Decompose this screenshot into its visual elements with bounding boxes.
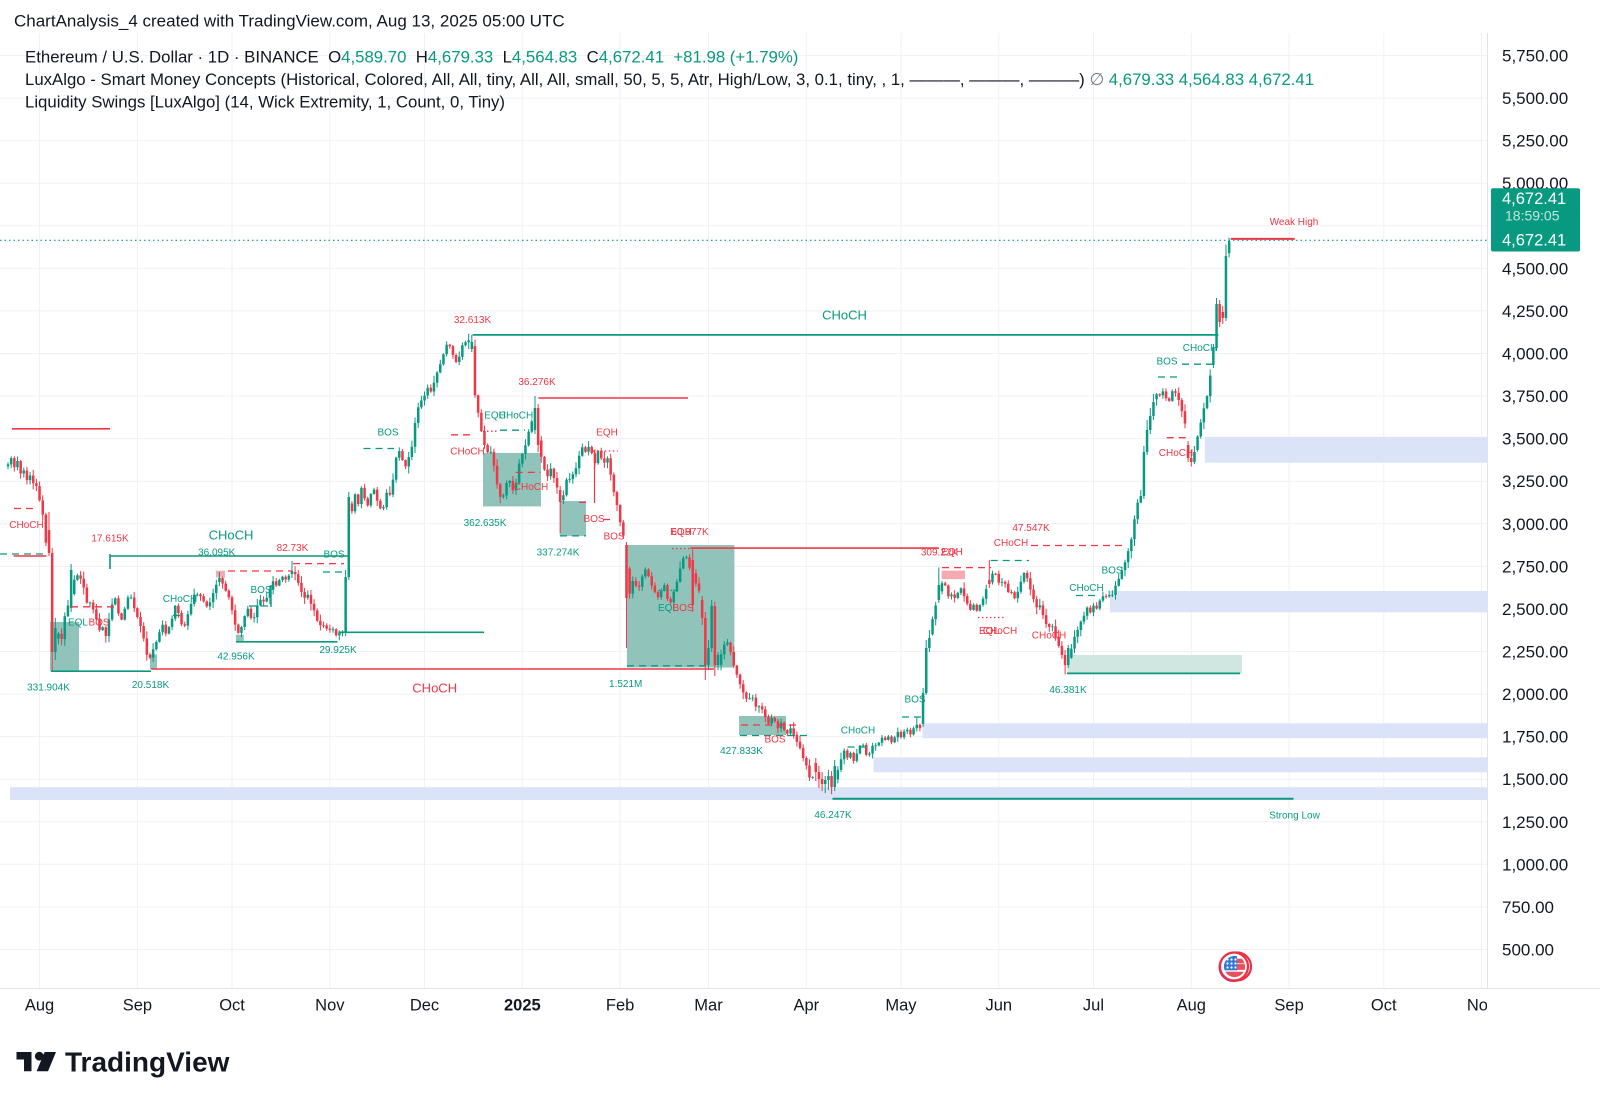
svg-text:4,672.41: 4,672.41 [1502, 231, 1566, 249]
svg-text:309.22K: 309.22K [921, 547, 959, 558]
svg-text:Nov: Nov [1467, 996, 1497, 1014]
svg-text:1,000.00: 1,000.00 [1502, 855, 1568, 874]
svg-text:3,500.00: 3,500.00 [1502, 430, 1568, 449]
svg-text:Strong Low: Strong Low [1269, 810, 1320, 821]
svg-text:427.833K: 427.833K [720, 746, 763, 757]
svg-text:Liquidity Swings [LuxAlgo] (14: Liquidity Swings [LuxAlgo] (14, Wick Ext… [25, 93, 505, 112]
svg-text:42.956K: 42.956K [217, 652, 255, 663]
svg-text:ChartAnalysis_4 created with T: ChartAnalysis_4 created with TradingView… [14, 11, 565, 30]
svg-text:331.904K: 331.904K [27, 682, 70, 693]
svg-text:2,000.00: 2,000.00 [1502, 685, 1568, 704]
svg-text:Dec: Dec [410, 996, 439, 1014]
svg-text:20.518K: 20.518K [132, 680, 170, 691]
svg-text:BOS: BOS [764, 735, 785, 746]
svg-text:BOS: BOS [904, 695, 925, 706]
svg-text:36.095K: 36.095K [198, 547, 236, 558]
svg-text:CHoCH: CHoCH [514, 482, 548, 493]
svg-text:Jul: Jul [1083, 996, 1104, 1014]
svg-text:CHoCH: CHoCH [983, 626, 1017, 637]
svg-text:CHoCH: CHoCH [822, 307, 867, 322]
svg-text:337.274K: 337.274K [537, 547, 580, 558]
svg-text:EQL: EQL [68, 618, 88, 629]
svg-text:BOS: BOS [583, 514, 604, 525]
svg-text:29.925K: 29.925K [319, 645, 357, 656]
svg-text:EQH: EQH [670, 527, 692, 538]
svg-text:CHoCH: CHoCH [450, 447, 484, 458]
svg-text:4,500.00: 4,500.00 [1502, 259, 1568, 278]
svg-text:4,672.41: 4,672.41 [1502, 190, 1566, 208]
svg-text:Sep: Sep [123, 996, 152, 1014]
svg-text:3,750.00: 3,750.00 [1502, 387, 1568, 406]
svg-text:2,500.00: 2,500.00 [1502, 600, 1568, 619]
svg-text:Oct: Oct [1371, 996, 1397, 1014]
svg-text:EQH: EQH [596, 428, 618, 439]
svg-text:362.635K: 362.635K [464, 518, 507, 529]
svg-text:18:59:05: 18:59:05 [1505, 208, 1560, 224]
svg-text:BOS: BOS [1101, 566, 1122, 577]
svg-text:CHoCH: CHoCH [163, 594, 197, 605]
svg-text:Aug: Aug [1177, 996, 1206, 1014]
svg-text:46.381K: 46.381K [1049, 685, 1087, 696]
svg-text:BOS: BOS [250, 585, 271, 596]
svg-text:BOS: BOS [377, 428, 398, 439]
svg-text:36.276K: 36.276K [518, 377, 556, 388]
svg-text:CHoCH: CHoCH [499, 410, 533, 421]
svg-text:Nov: Nov [315, 996, 345, 1014]
svg-text:82.73K: 82.73K [277, 543, 309, 554]
svg-text:LuxAlgo - Smart Money Concepts: LuxAlgo - Smart Money Concepts (Historic… [25, 70, 1314, 89]
svg-text:CHoCH: CHoCH [1069, 583, 1103, 594]
svg-text:4,250.00: 4,250.00 [1502, 302, 1568, 321]
svg-text:TradingView: TradingView [65, 1046, 230, 1077]
svg-text:1,750.00: 1,750.00 [1502, 728, 1568, 747]
svg-text:750.00: 750.00 [1502, 898, 1554, 917]
svg-text:Oct: Oct [219, 996, 245, 1014]
svg-text:Aug: Aug [25, 996, 54, 1014]
svg-text:CHoCH: CHoCH [9, 520, 43, 531]
svg-text:Ethereum / U.S. Dollar · 1D ·: Ethereum / U.S. Dollar · 1D · BINANCE O4… [25, 48, 798, 67]
svg-text:60.977K: 60.977K [671, 527, 709, 538]
svg-text:32.613K: 32.613K [454, 315, 492, 326]
svg-text:46.247K: 46.247K [814, 810, 852, 821]
svg-text:17.615K: 17.615K [91, 534, 129, 545]
svg-text:BOS: BOS [603, 531, 624, 542]
svg-text:Sep: Sep [1274, 996, 1303, 1014]
svg-text:Weak High: Weak High [1270, 217, 1319, 228]
svg-text:EQL: EQL [979, 626, 999, 637]
svg-text:3,250.00: 3,250.00 [1502, 472, 1568, 491]
svg-text:5,250.00: 5,250.00 [1502, 132, 1568, 151]
svg-text:CHoCH: CHoCH [412, 680, 457, 695]
svg-text:Apr: Apr [793, 996, 819, 1014]
svg-text:EQH: EQH [484, 410, 506, 421]
svg-text:CHoCH: CHoCH [841, 726, 875, 737]
svg-text:Jun: Jun [985, 996, 1012, 1014]
svg-text:2,750.00: 2,750.00 [1502, 557, 1568, 576]
svg-text:BOS: BOS [323, 550, 344, 561]
svg-text:4,000.00: 4,000.00 [1502, 344, 1568, 363]
svg-text:EQH: EQH [941, 547, 963, 558]
svg-text:2025: 2025 [504, 996, 541, 1014]
svg-text:Mar: Mar [694, 996, 723, 1014]
svg-text:5,750.00: 5,750.00 [1502, 46, 1568, 65]
svg-text:BOS: BOS [1156, 357, 1177, 368]
svg-text:500.00: 500.00 [1502, 940, 1554, 959]
svg-text:1,500.00: 1,500.00 [1502, 770, 1568, 789]
svg-text:May: May [885, 996, 917, 1014]
svg-text:CHoCH: CHoCH [209, 528, 254, 543]
svg-text:47.547K: 47.547K [1012, 523, 1050, 534]
svg-text:2,250.00: 2,250.00 [1502, 642, 1568, 661]
svg-text:3,000.00: 3,000.00 [1502, 515, 1568, 534]
svg-text:BOS: BOS [672, 603, 693, 614]
svg-text:EQL: EQL [658, 603, 678, 614]
svg-text:1.521M: 1.521M [609, 679, 642, 690]
svg-text:CHoCH: CHoCH [1183, 343, 1217, 354]
svg-text:BOS: BOS [88, 618, 109, 629]
svg-text:CHoCH: CHoCH [1159, 448, 1193, 459]
svg-text:1,250.00: 1,250.00 [1502, 813, 1568, 832]
svg-text:CHoCH: CHoCH [1032, 631, 1066, 642]
svg-text:5,500.00: 5,500.00 [1502, 89, 1568, 108]
svg-text:CHoCH: CHoCH [994, 538, 1028, 549]
svg-text:Feb: Feb [606, 996, 634, 1014]
